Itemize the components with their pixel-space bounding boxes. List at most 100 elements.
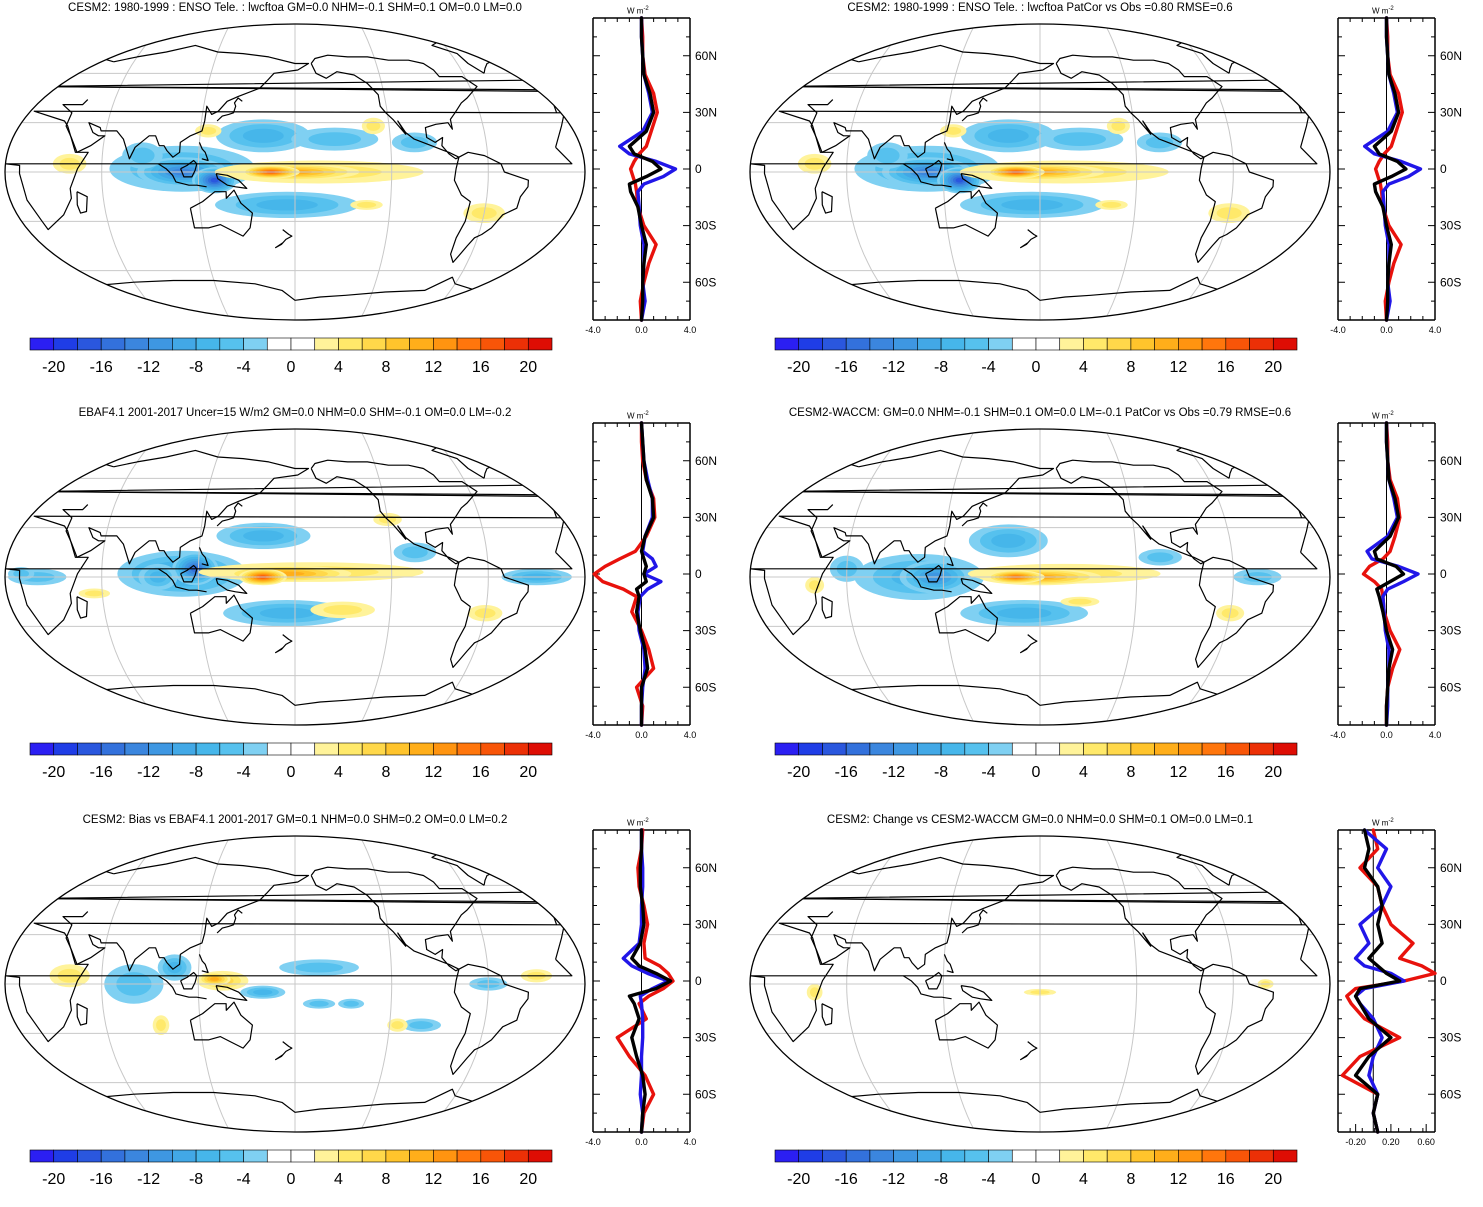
colorbar-box <box>456 1149 482 1163</box>
series-line-obs <box>1365 421 1420 727</box>
graticule <box>5 836 585 1132</box>
colorbar-tick-label: -4 <box>236 359 250 376</box>
colorbar-tick-label: -20 <box>42 1171 65 1188</box>
field-contour <box>210 977 219 981</box>
field-contour <box>1053 132 1106 147</box>
field-contour <box>242 128 284 143</box>
colorbar-tick-label: 16 <box>1217 1171 1235 1188</box>
zonal-mean-plot: 60N 30N 0 30S 60S -4.0 0.0 4.0 <box>1330 421 1462 740</box>
colorbar-box <box>504 337 529 351</box>
colorbar: -20 -16 -12 -8 -4 0 4 8 12 16 20 <box>774 1149 1298 1188</box>
coastline-namer <box>310 866 478 972</box>
colorbar-tick-label: -4 <box>981 764 995 781</box>
x-tick-label: 0.0 <box>1380 730 1393 740</box>
colorbar-tick-label: 4 <box>334 764 343 781</box>
colorbar-box <box>893 742 918 756</box>
field-contour <box>1101 201 1122 208</box>
colorbar: -20 -16 -12 -8 -4 0 4 8 12 16 20 <box>29 1149 553 1188</box>
colorbar-tick-label: 20 <box>519 1171 537 1188</box>
colorbar-tick-label: -4 <box>236 1171 250 1188</box>
x-tick-label: -0.20 <box>1345 1137 1366 1147</box>
coastline-indonesia <box>902 163 952 188</box>
coastline-namer <box>1055 54 1223 160</box>
colorbar-box <box>869 337 894 351</box>
colorbar-box <box>964 742 989 756</box>
lat-tick-label: 0 <box>695 567 702 581</box>
meridian-line <box>359 24 393 320</box>
lat-tick-label: 30S <box>695 219 716 233</box>
colorbar-tick-label: -12 <box>882 1171 905 1188</box>
lat-tick-label: 60N <box>695 454 717 468</box>
colorbar-box <box>1035 1149 1061 1163</box>
colorbar-box <box>172 337 197 351</box>
colorbar-box <box>361 337 387 351</box>
colorbar-tick-label: 16 <box>472 764 490 781</box>
field-contour <box>259 607 315 619</box>
coastline-aus <box>934 594 998 642</box>
field-contour <box>309 1000 329 1007</box>
colorbar-tick-label: 4 <box>334 359 343 376</box>
colorbar-box <box>893 1149 918 1163</box>
coastline-uk <box>33 480 553 496</box>
colorbar-box <box>195 337 221 351</box>
colorbar-box <box>1201 337 1227 351</box>
x-tick-label: -4.0 <box>585 1137 601 1147</box>
field-contour <box>996 607 1052 619</box>
colorbar-tick-label: -8 <box>189 764 203 781</box>
units-label: W m-2 <box>1372 818 1394 828</box>
coastline-indonesia <box>902 568 952 593</box>
series-line-mean <box>1372 16 1408 322</box>
colorbar-tick-label: 8 <box>381 1171 390 1188</box>
coastline-aus <box>934 1001 998 1049</box>
coastline-nz <box>275 1041 293 1061</box>
colorbar-box <box>314 1149 339 1163</box>
field-contour <box>366 121 381 131</box>
meridian-line <box>1169 429 1234 725</box>
colorbar-tick-label: -16 <box>90 359 113 376</box>
meridian-line <box>1104 429 1138 725</box>
colorbar-box <box>917 742 942 756</box>
coastline-samer <box>1195 151 1275 263</box>
colorbar-box <box>988 742 1013 756</box>
coastline-ng <box>215 578 248 594</box>
colorbar-box <box>1106 742 1132 756</box>
colorbar-tick-label: 8 <box>1126 1171 1135 1188</box>
coastline-asia <box>807 856 1055 972</box>
coastline-asia <box>62 44 310 160</box>
panel: EBAF4.1 2001-2017 Uncer=15 W/m2 GM=0.0 N… <box>0 405 741 800</box>
colorbar: -20 -16 -12 -8 -4 0 4 8 12 16 20 <box>774 742 1298 781</box>
meridian-line <box>101 24 166 320</box>
lat-tick-label: 30N <box>1440 917 1462 931</box>
colorbar-box <box>1011 337 1037 351</box>
colorbar-tick-label: -16 <box>835 764 858 781</box>
coastline-aus <box>189 1001 253 1049</box>
series-line-mean <box>1353 828 1402 1134</box>
field-layer <box>805 524 1282 627</box>
x-tick-label: 0.60 <box>1417 1137 1435 1147</box>
coastline-nz <box>275 229 293 249</box>
units-text: W m <box>627 6 644 16</box>
units-exponent: -2 <box>1388 818 1394 824</box>
coastline-samer <box>450 151 530 263</box>
units-label: W m-2 <box>627 411 649 421</box>
global-map <box>749 23 1331 321</box>
coastline-indonesia <box>157 975 207 1000</box>
coastline-phil <box>943 954 954 974</box>
field-contour <box>400 136 429 149</box>
colorbar-box <box>1130 337 1155 351</box>
coastline-japan <box>216 97 243 122</box>
colorbar-tick-label: 4 <box>334 1171 343 1188</box>
colorbar-box <box>290 1149 316 1163</box>
colorbar-tick-label: 16 <box>472 1171 490 1188</box>
coastline-samer <box>450 963 530 1075</box>
colorbar-tick-label: -8 <box>934 359 948 376</box>
meridian-line <box>359 429 393 725</box>
coastline-japan <box>961 97 988 122</box>
colorbar-box <box>385 1149 410 1163</box>
panel: CESM2: Bias vs EBAF4.1 2001-2017 GM=0.1 … <box>0 812 741 1207</box>
coastline-africa <box>5 110 573 231</box>
colorbar-tick-label: 8 <box>381 764 390 781</box>
units-label: W m-2 <box>1372 6 1394 16</box>
colorbar-box <box>480 337 505 351</box>
lat-tick-label: 60N <box>1440 49 1462 63</box>
